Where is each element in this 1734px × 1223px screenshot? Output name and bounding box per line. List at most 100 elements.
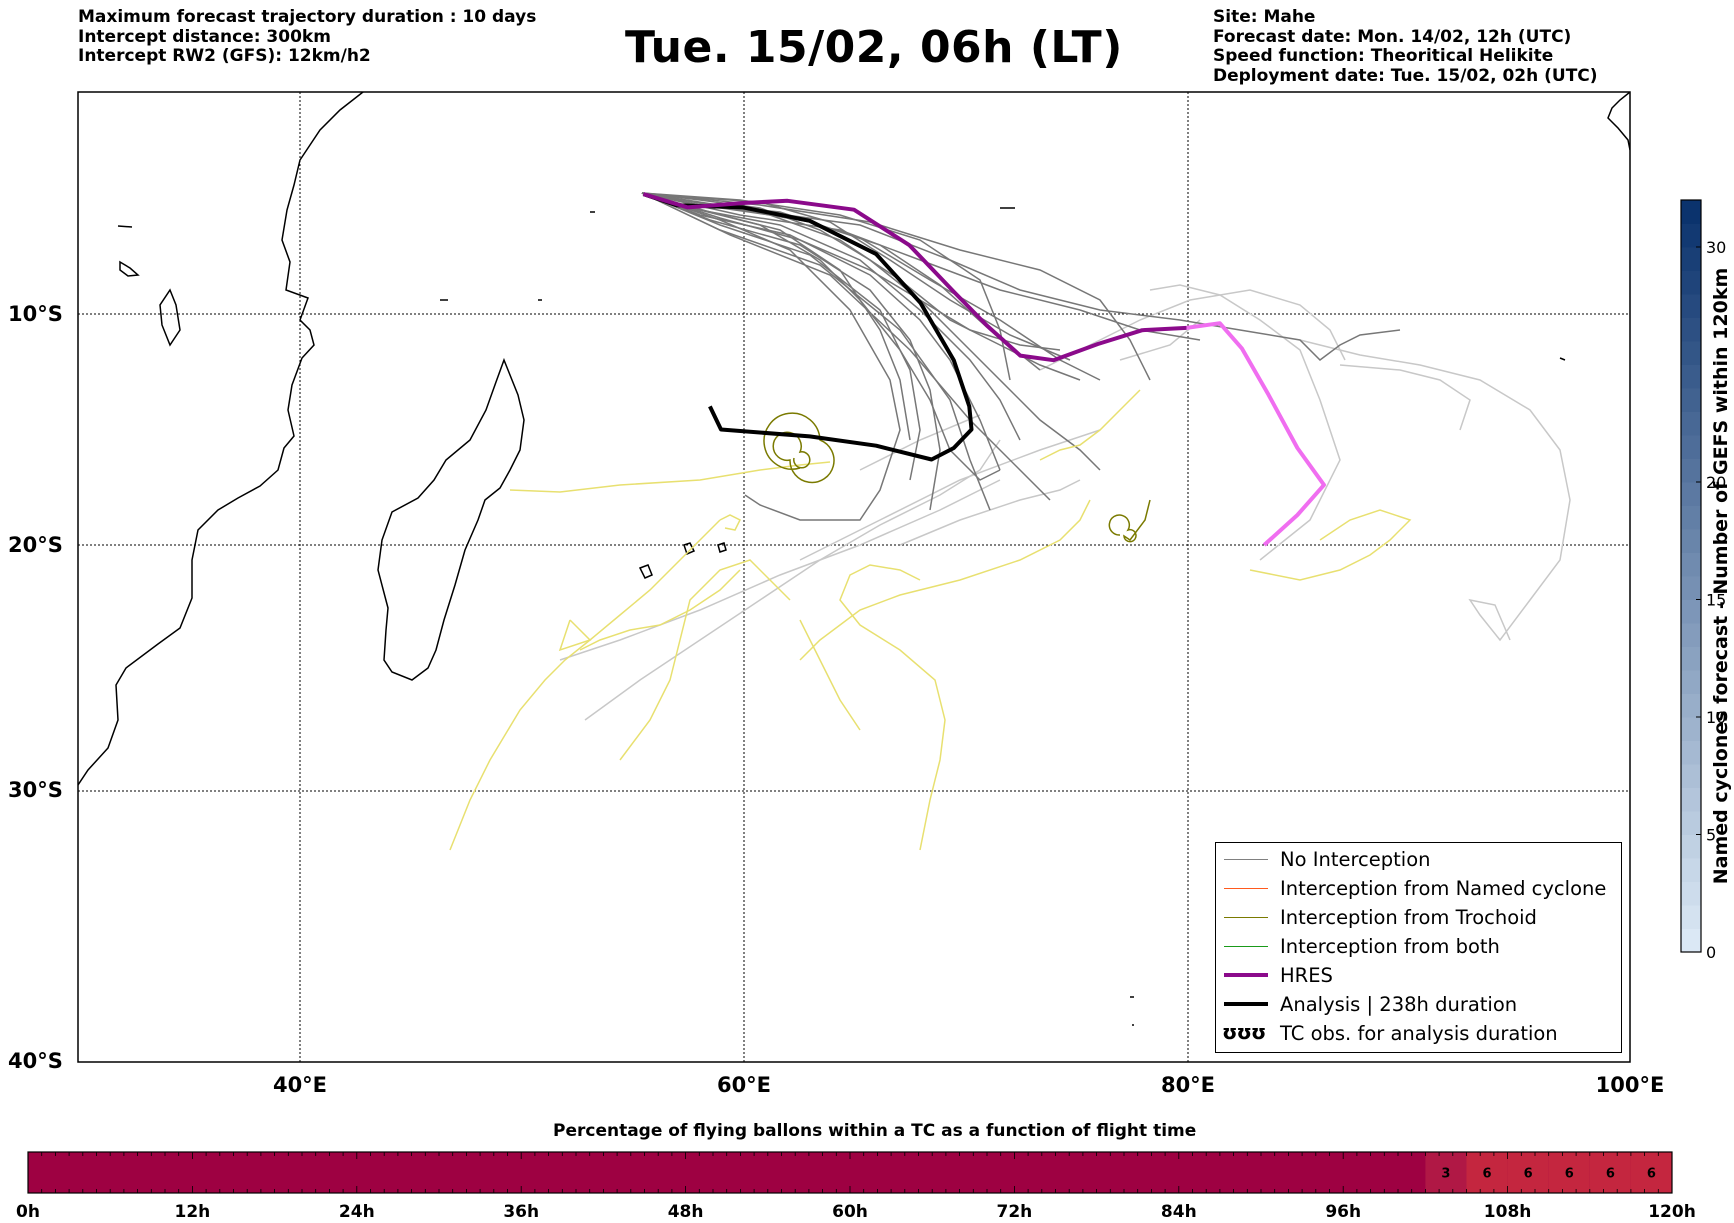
colorbar-tick-label: 30 bbox=[1706, 238, 1726, 257]
olive-tracks bbox=[763, 412, 1151, 543]
max-duration-text: Maximum forecast trajectory duration : 1… bbox=[78, 7, 537, 27]
colorbar-cell bbox=[1681, 670, 1701, 694]
time-bar-cell-value: 3 bbox=[1441, 1167, 1450, 1182]
colorbar-cell bbox=[1681, 764, 1701, 788]
africa-coastline bbox=[78, 92, 364, 786]
lat-label-20s: 20°S bbox=[8, 533, 63, 557]
colorbar-cell bbox=[1681, 881, 1701, 906]
colorbar-cell bbox=[1681, 834, 1701, 859]
speed-function-text: Speed function: Theoritical Helikite bbox=[1213, 46, 1554, 66]
colorbar-cell bbox=[1681, 646, 1701, 671]
time-bar-label: 120h bbox=[1648, 1202, 1696, 1222]
colorbar-cells bbox=[1681, 200, 1701, 953]
time-bar-label: 108h bbox=[1484, 1202, 1532, 1222]
time-bar-ticks bbox=[27, 1152, 1673, 1193]
time-bar-label: 60h bbox=[832, 1202, 868, 1222]
time-bar-label: 48h bbox=[668, 1202, 704, 1222]
dark-gray-tracks bbox=[641, 192, 1401, 521]
time-bar-cell bbox=[1507, 1152, 1549, 1193]
colorbar-cell bbox=[1681, 317, 1701, 342]
colorbar-cell bbox=[1681, 482, 1701, 506]
colorbar-cell bbox=[1681, 740, 1701, 765]
lat-label-10s: 10°S bbox=[8, 302, 63, 326]
madagascar-coastline bbox=[377, 357, 525, 681]
map-plot-area bbox=[78, 92, 1630, 1062]
lon-label-80e: 80°E bbox=[1161, 1073, 1215, 1097]
colorbar-ticks: 0 5 10 15 20 30 bbox=[1696, 238, 1726, 962]
header-right-info: Site: Mahe Forecast date: Mon. 14/02, 12… bbox=[1213, 7, 1598, 86]
time-bar-label: 12h bbox=[175, 1202, 211, 1222]
colorbar-tick-label: 20 bbox=[1706, 473, 1726, 492]
coastlines bbox=[78, 92, 1630, 1026]
legend-swatch bbox=[1224, 859, 1268, 860]
deployment-date-text: Deployment date: Tue. 15/02, 02h (UTC) bbox=[1213, 65, 1598, 86]
colorbar-cell bbox=[1681, 623, 1701, 647]
colorbar-cell bbox=[1681, 858, 1701, 882]
time-bar-cell bbox=[1548, 1152, 1590, 1193]
time-bar-cell-value: 6 bbox=[1483, 1167, 1492, 1182]
time-bar-cell bbox=[1589, 1152, 1631, 1193]
legend-label: TC obs. for analysis duration bbox=[1280, 1022, 1558, 1045]
legend-label: HRES bbox=[1280, 964, 1333, 987]
time-bar-cell-value: 6 bbox=[1565, 1167, 1574, 1182]
legend-swatch bbox=[1224, 917, 1268, 918]
colorbar-cell bbox=[1681, 247, 1701, 271]
header-left-info: Maximum forecast trajectory duration : 1… bbox=[78, 7, 537, 67]
colorbar-tick-label: 5 bbox=[1706, 826, 1716, 845]
time-bar-label: 24h bbox=[339, 1202, 375, 1222]
legend-item-trochoid: Interception from Trochoid bbox=[1216, 903, 1621, 932]
colorbar-cell bbox=[1681, 341, 1701, 365]
hres-track bbox=[642, 192, 1187, 363]
colorbar-cell bbox=[1681, 270, 1701, 295]
intercept-distance-text: Intercept distance: 300km bbox=[78, 26, 331, 47]
time-bar: 3 6 6 6 6 6 0h 12h 24h 36h 48h 60h 72h 84h 96h 108h 120… bbox=[16, 1151, 1696, 1222]
colorbar-cell bbox=[1681, 599, 1701, 624]
colorbar-cell bbox=[1681, 928, 1701, 953]
time-bar-cell-value: 6 bbox=[1647, 1167, 1656, 1182]
colorbar-cell bbox=[1681, 552, 1701, 577]
colorbar-cell bbox=[1681, 717, 1701, 741]
colorbar-tick-label: 0 bbox=[1706, 943, 1716, 962]
legend-swatch bbox=[1224, 888, 1268, 889]
map-figure: 10°S 20°S 30°S 40°S 40°E 60°E 80°E 100°E… bbox=[8, 91, 1732, 1097]
time-bar-label: 72h bbox=[997, 1202, 1033, 1222]
map-gridlines bbox=[78, 92, 1630, 1062]
colorbar-cell bbox=[1681, 411, 1701, 436]
intercept-rw2-text: Intercept RW2 (GFS): 12km/h2 bbox=[78, 46, 371, 66]
colorbar-frame bbox=[1680, 199, 1702, 953]
colorbar-cell bbox=[1681, 529, 1701, 553]
tc-obs-icon: ʊʊʊ bbox=[1222, 1020, 1266, 1044]
colorbar-cell bbox=[1681, 388, 1701, 412]
time-bar-label: 0h bbox=[16, 1202, 40, 1222]
legend-label: Interception from Named cyclone bbox=[1280, 877, 1607, 900]
time-bar-cell-value: 6 bbox=[1524, 1167, 1533, 1182]
colorbar-cell bbox=[1681, 787, 1701, 812]
time-bar-cell bbox=[1425, 1152, 1467, 1193]
time-bar-cell-value: 6 bbox=[1606, 1167, 1615, 1182]
seychelles-islands bbox=[119, 260, 140, 277]
comoros-islands bbox=[159, 288, 181, 347]
lat-label-30s: 30°S bbox=[8, 778, 63, 802]
time-bar-label: 36h bbox=[503, 1202, 539, 1222]
forecast-date-text: Forecast date: Mon. 14/02, 12h (UTC) bbox=[1213, 26, 1572, 47]
map-frame bbox=[77, 91, 1631, 1063]
lon-label-40e: 40°E bbox=[273, 1073, 327, 1097]
lon-label-60e: 60°E bbox=[717, 1073, 771, 1097]
legend-swatch bbox=[1224, 946, 1268, 947]
colorbar: 0 5 10 15 20 30 Named cyclones forecast - Num… bbox=[1680, 199, 1732, 962]
time-bar-title: Percentage of flying ballons within a TC… bbox=[553, 1121, 1197, 1141]
legend-label: Interception from Trochoid bbox=[1280, 906, 1537, 929]
legend-swatch bbox=[1224, 973, 1268, 977]
time-bar-label: 96h bbox=[1325, 1202, 1361, 1222]
mauritius-islands bbox=[717, 542, 727, 553]
colorbar-cell bbox=[1681, 364, 1701, 389]
mascarene-islands bbox=[638, 542, 696, 579]
colorbar-cell bbox=[1681, 693, 1701, 718]
time-bar-frame bbox=[27, 1151, 1673, 1194]
time-bar-cell bbox=[1466, 1152, 1508, 1193]
legend-item-named-cyclone: Interception from Named cyclone bbox=[1216, 874, 1621, 903]
legend-item-no-interception: No Interception bbox=[1216, 845, 1621, 874]
yellow-tracks bbox=[449, 389, 1412, 851]
analysis-track bbox=[642, 192, 974, 462]
site-text: Site: Mahe bbox=[1213, 7, 1316, 27]
